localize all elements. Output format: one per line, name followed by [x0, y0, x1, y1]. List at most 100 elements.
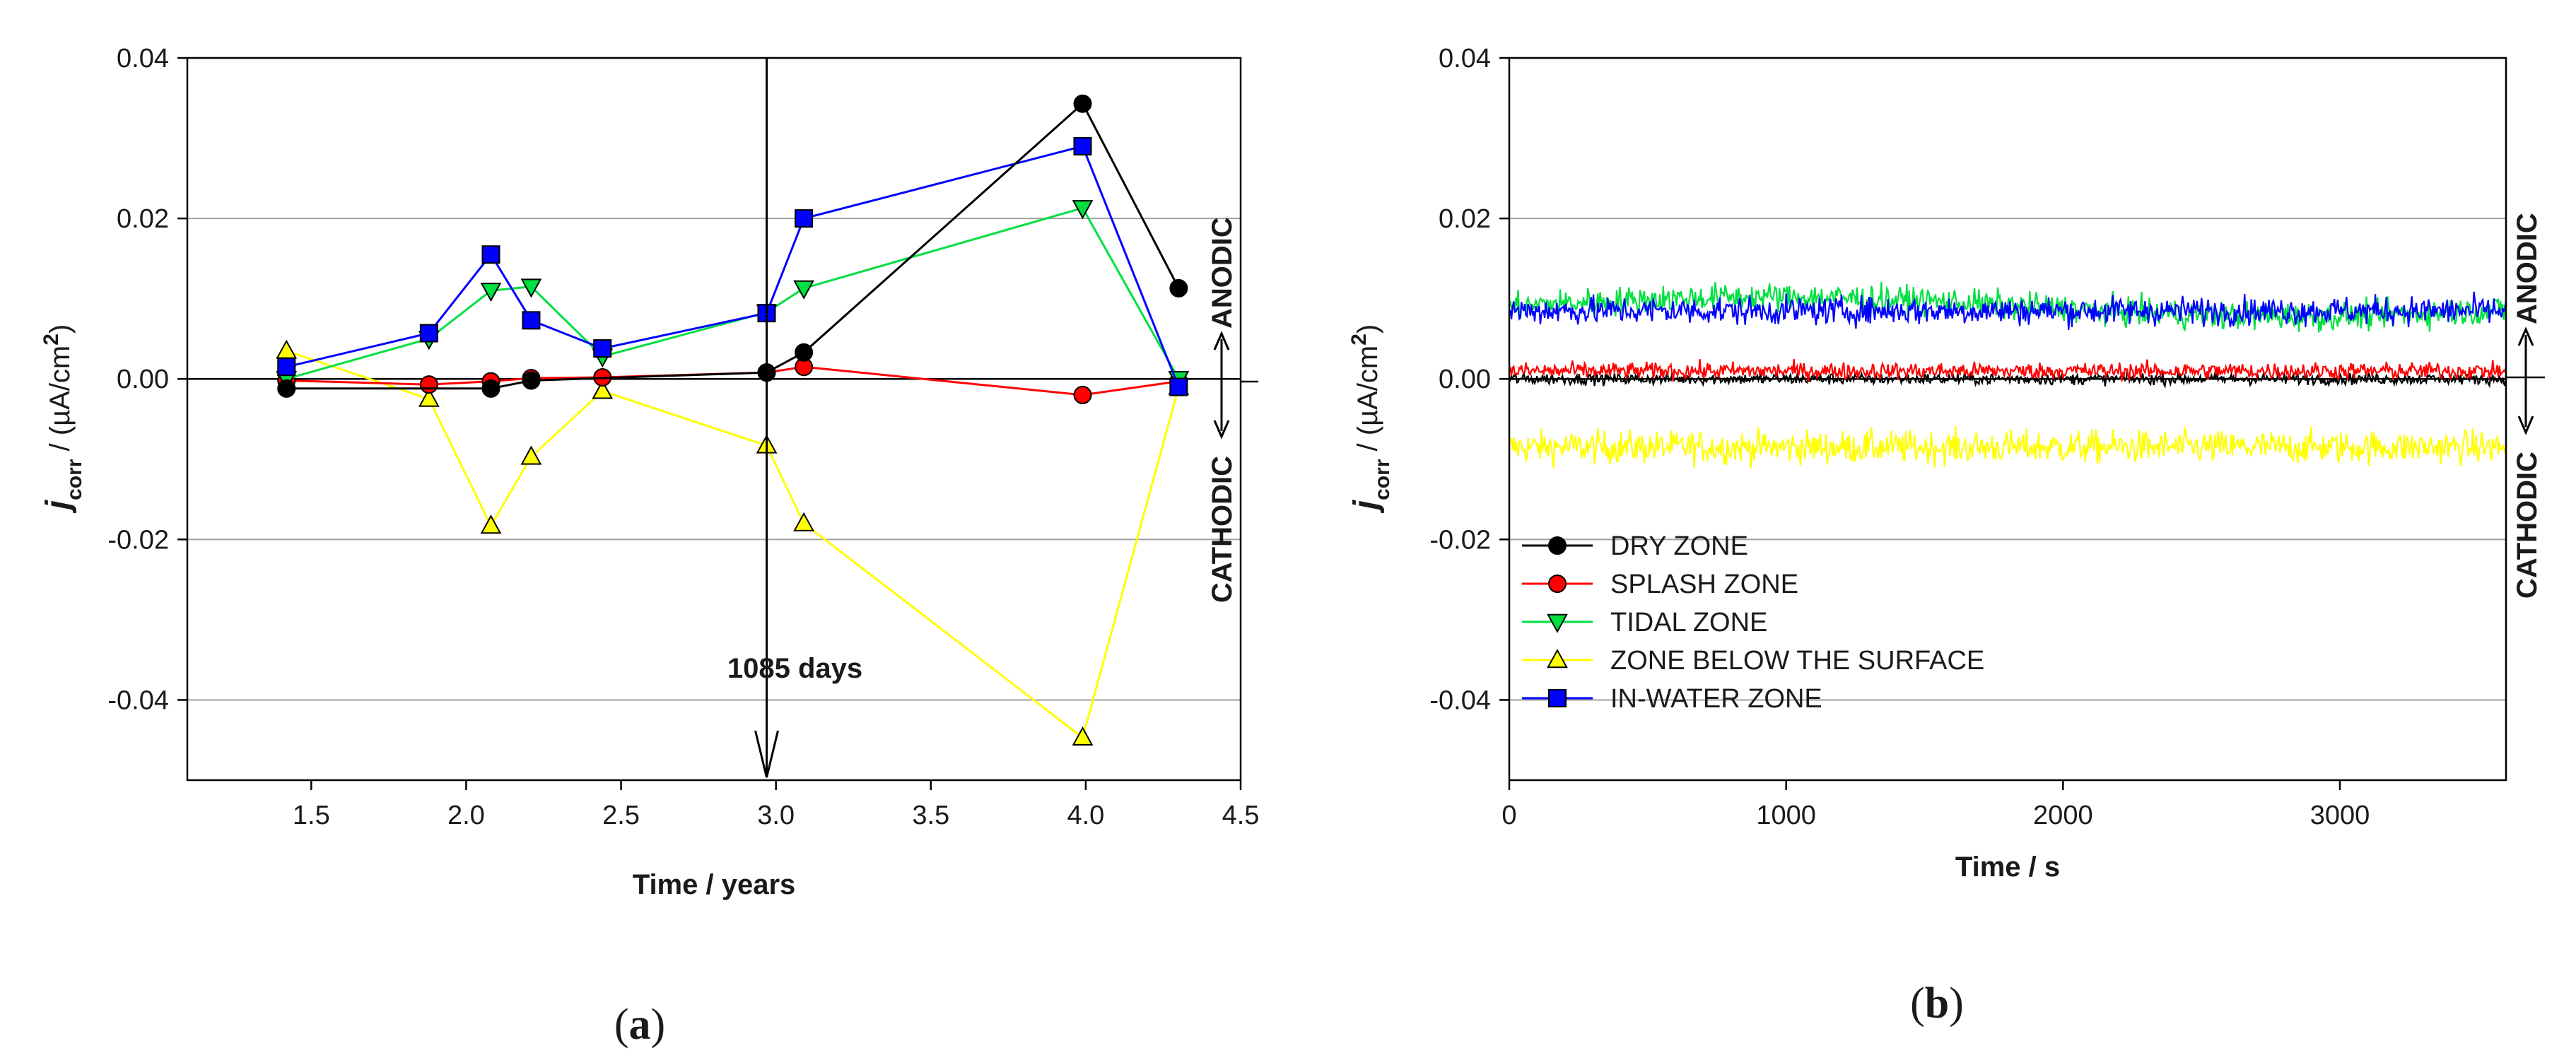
y-tick-label: 0.04 — [117, 44, 169, 73]
annotation-arrowhead — [754, 730, 779, 778]
x-tick-label: 4.5 — [1222, 801, 1260, 830]
data-point-dry — [522, 371, 541, 390]
legend-item: DRY ZONE — [1522, 531, 1748, 561]
x-tick-label: 2.0 — [447, 801, 485, 830]
data-point-tidal — [793, 280, 814, 300]
data-point-below — [480, 514, 502, 534]
chart-a-y-axis-label: jcorr / (µA/cm2) — [40, 324, 86, 514]
data-point-below — [1072, 726, 1094, 746]
chart-b-x-ticks: 0 1000 2000 3000 — [1501, 780, 2370, 830]
series-below — [276, 339, 1190, 746]
chart-a-plot-frame — [186, 57, 1242, 782]
y-tick-label: 0.00 — [1439, 365, 1491, 394]
data-point-below — [276, 339, 298, 359]
data-point-dry — [1169, 278, 1188, 298]
chart-b: 0.04 0.02 0.00 -0.02 -0.04 0 1000 2000 3000 DRY… — [1347, 44, 2545, 1027]
legend-label: DRY ZONE — [1610, 531, 1748, 561]
series-dry — [277, 94, 1188, 398]
data-point-dry — [481, 379, 500, 398]
x-tick-label: 3.5 — [912, 801, 949, 830]
data-point-dry — [277, 379, 296, 398]
chart-a-side-arrow-up — [1213, 331, 1230, 351]
data-point-water — [1073, 136, 1092, 155]
legend-label: IN-WATER ZONE — [1610, 684, 1822, 714]
legend-label: ZONE BELOW THE SURFACE — [1610, 646, 1984, 676]
chart-b-y-axis-label: jcorr / (µA/cm2) — [1347, 324, 1394, 514]
chart-a-gridlines — [187, 218, 1241, 701]
series-splash — [277, 358, 1188, 404]
data-point-dry — [795, 343, 814, 362]
x-tick-label: 4.0 — [1067, 801, 1104, 830]
data-point-below — [520, 445, 542, 465]
data-point-water — [1169, 377, 1188, 396]
chart-a-x-axis-label: Time / years — [633, 869, 796, 900]
data-point-dry — [1073, 94, 1092, 113]
data-point-water — [593, 339, 612, 358]
x-tick-label: 1.5 — [293, 801, 330, 830]
legend-item: IN-WATER ZONE — [1522, 684, 1822, 714]
x-tick-label: 3.0 — [757, 801, 795, 830]
data-point-splash — [1073, 385, 1092, 404]
data-point-below — [418, 387, 440, 407]
legend-label: SPLASH ZONE — [1610, 570, 1798, 599]
chart-a-series — [276, 94, 1190, 746]
chart-a-y-ticks: 0.04 0.02 0.00 -0.02 -0.04 — [107, 44, 187, 715]
y-tick-label: 0.00 — [117, 365, 169, 394]
chart-a-anodic-label: ANODIC — [1207, 217, 1238, 329]
data-point-water — [795, 209, 814, 228]
legend-item: TIDAL ZONE — [1522, 608, 1767, 637]
series-water — [277, 136, 1188, 396]
series-line-tidal — [286, 206, 1180, 380]
chart-a-panel-label: (a) — [614, 1001, 665, 1049]
data-point-tidal — [520, 278, 542, 298]
data-point-water — [481, 245, 500, 264]
y-tick-label: -0.04 — [1429, 685, 1491, 715]
chart-a-annotation-arrow — [754, 58, 779, 778]
chart-b-side-indicator: ANODIC CATHODIC — [2512, 213, 2543, 599]
y-tick-label: -0.04 — [107, 685, 169, 715]
chart-a-x-ticks: 1.5 2.0 2.5 3.0 3.5 4.0 4.5 — [293, 780, 1260, 830]
series-line-water — [1508, 291, 2507, 330]
data-point-splash — [419, 375, 438, 394]
chart-b-side-arrow-up — [2517, 326, 2534, 346]
series-line-dry — [286, 102, 1180, 390]
chart-b-series — [1508, 281, 2507, 469]
data-point-water — [419, 324, 438, 343]
series-line-splash — [286, 365, 1179, 396]
data-point-below — [793, 512, 814, 531]
legend-marker-tidal — [1547, 613, 1568, 633]
legend-marker-below — [1547, 649, 1568, 669]
y-tick-label: 0.02 — [117, 204, 169, 234]
series-line-splash — [1509, 359, 2507, 383]
x-tick-label: 2000 — [2033, 801, 2093, 830]
chart-a-cathodic-label: CATHODIC — [1207, 456, 1238, 603]
chart-b-panel-label: (b) — [1910, 979, 1964, 1027]
chart-b-x-axis-label: Time / s — [1955, 852, 2060, 883]
legend-item: ZONE BELOW THE SURFACE — [1522, 646, 1984, 676]
legend-marker-splash — [1548, 575, 1567, 593]
legend-label: TIDAL ZONE — [1610, 608, 1767, 637]
data-point-tidal — [1072, 200, 1094, 220]
series-tidal — [276, 200, 1190, 391]
data-point-water — [277, 358, 296, 377]
chart-b-anodic-label: ANODIC — [2512, 213, 2543, 324]
data-point-tidal — [480, 283, 502, 302]
legend-item: SPLASH ZONE — [1522, 570, 1798, 599]
chart-b-side-arrow-down — [2517, 416, 2534, 435]
chart-a: 0.04 0.02 0.00 -0.02 -0.04 1.5 2.0 2.5 3.0 3.5 4.… — [40, 44, 1260, 1049]
chart-b-cathodic-label: CATHODIC — [2512, 452, 2543, 599]
data-point-water — [522, 311, 541, 330]
chart-a-side-arrow-down — [1213, 420, 1230, 440]
legend-marker-water — [1548, 689, 1567, 707]
y-tick-label: -0.02 — [1429, 525, 1491, 555]
series-line-water — [286, 145, 1180, 388]
x-tick-label: 0 — [1501, 801, 1516, 830]
chart-b-legend: DRY ZONE SPLASH ZONE TIDAL ZONE ZONE BELOW … — [1522, 531, 1984, 714]
series-line-below — [1508, 426, 2507, 469]
data-point-below — [592, 379, 614, 399]
chart-b-y-ticks: 0.04 0.02 0.00 -0.02 -0.04 — [1429, 44, 1509, 715]
legend-marker-dry — [1548, 536, 1567, 555]
y-tick-label: 0.04 — [1439, 44, 1491, 73]
y-tick-label: -0.02 — [107, 525, 169, 555]
